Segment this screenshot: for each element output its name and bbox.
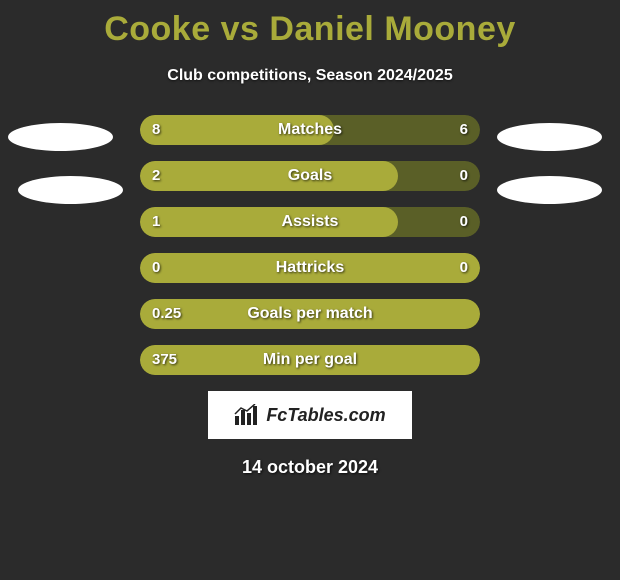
- stat-row: 375 Min per goal: [0, 345, 620, 375]
- stat-row: 0 0 Hattricks: [0, 253, 620, 283]
- stat-bar: 1 0 Assists: [140, 207, 480, 237]
- stat-bar-fill: [140, 207, 398, 237]
- stat-row: 1 0 Assists: [0, 207, 620, 237]
- stat-value-left: 2: [152, 161, 160, 191]
- stat-bar: 2 0 Goals: [140, 161, 480, 191]
- stat-value-left: 8: [152, 115, 160, 145]
- stat-row: 0.25 Goals per match: [0, 299, 620, 329]
- stat-bar: 0 0 Hattricks: [140, 253, 480, 283]
- stats-chart: 8 6 Matches 2 0 Goals 1 0 Assists 0 0 Ha…: [0, 115, 620, 375]
- stat-value-left: 375: [152, 345, 177, 375]
- stat-bar-fill: [140, 253, 480, 283]
- snapshot-date: 14 october 2024: [0, 457, 620, 478]
- stat-value-left: 1: [152, 207, 160, 237]
- stat-value-right: 6: [460, 115, 468, 145]
- stat-bar-fill: [140, 161, 398, 191]
- stat-bar-fill: [140, 115, 334, 145]
- stat-bar-fill: [140, 345, 480, 375]
- comparison-subtitle: Club competitions, Season 2024/2025: [0, 67, 620, 85]
- stat-value-right: 0: [460, 253, 468, 283]
- stat-bar: 8 6 Matches: [140, 115, 480, 145]
- stat-value-left: 0: [152, 253, 160, 283]
- stat-bar-fill: [140, 299, 480, 329]
- stat-row: 8 6 Matches: [0, 115, 620, 145]
- stat-value-right: 0: [460, 161, 468, 191]
- stat-value-right: 0: [460, 207, 468, 237]
- logo-text: FcTables.com: [266, 405, 385, 426]
- stat-row: 2 0 Goals: [0, 161, 620, 191]
- stat-bar: 375 Min per goal: [140, 345, 480, 375]
- stat-bar: 0.25 Goals per match: [140, 299, 480, 329]
- stat-value-left: 0.25: [152, 299, 181, 329]
- bar-chart-icon: [234, 404, 260, 426]
- fctables-logo: FcTables.com: [208, 391, 412, 439]
- comparison-title: Cooke vs Daniel Mooney: [0, 0, 620, 49]
